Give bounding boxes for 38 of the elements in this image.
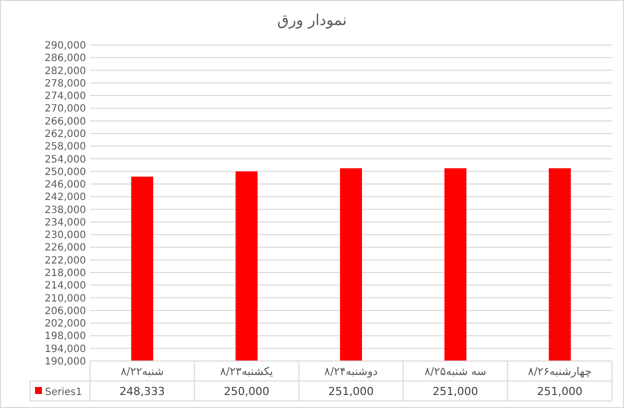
x-tick-label: یکشنبه۸/۲۳: [220, 365, 274, 378]
data-label: 251,000: [432, 385, 478, 398]
y-tick-label: 258,000: [44, 142, 86, 153]
y-tick-label: 282,000: [44, 66, 86, 77]
x-tick-label: دوشنبه۸/۲۴: [324, 365, 378, 378]
y-tick-label: 198,000: [44, 331, 86, 342]
y-tick-label: 246,000: [44, 180, 86, 191]
data-label: 251,000: [537, 385, 583, 398]
y-tick-label: 270,000: [44, 104, 86, 115]
y-tick-label: 218,000: [44, 268, 86, 280]
y-tick-label: 190,000: [44, 356, 86, 368]
y-tick-label: 290,000: [44, 40, 86, 52]
y-tick-label: 230,000: [44, 230, 86, 242]
y-tick-label: 202,000: [44, 318, 86, 330]
y-tick-label: 238,000: [44, 204, 86, 216]
y-tick-label: 254,000: [44, 154, 86, 166]
x-tick-label: چهارشنبه۸/۲۶: [528, 365, 592, 378]
y-tick-label: 250,000: [44, 166, 86, 178]
y-tick-label: 286,000: [44, 53, 86, 64]
legend-label: Series1: [45, 387, 82, 398]
chart-title: نمودار ورق: [277, 11, 347, 29]
y-tick-label: 278,000: [44, 78, 86, 90]
y-tick-label: 194,000: [44, 344, 86, 355]
x-tick-label: شنبه۸/۲۲: [120, 365, 164, 378]
y-tick-label: 206,000: [44, 306, 86, 317]
x-tick-label: سه شنبه۸/۲۵: [424, 365, 486, 378]
y-tick-label: 214,000: [44, 280, 86, 292]
y-tick-label: 210,000: [44, 293, 86, 304]
y-tick-label: 242,000: [44, 192, 86, 204]
y-tick-label: 274,000: [44, 91, 86, 102]
y-tick-label: 262,000: [44, 128, 86, 140]
data-label: 250,000: [224, 385, 270, 398]
y-tick-label: 266,000: [44, 116, 86, 128]
y-tick-label: 234,000: [44, 217, 86, 228]
y-tick-label: 226,000: [44, 242, 86, 254]
data-label: 251,000: [328, 385, 374, 398]
y-tick-label: 222,000: [44, 255, 86, 266]
data-label: 248,333: [119, 385, 165, 398]
